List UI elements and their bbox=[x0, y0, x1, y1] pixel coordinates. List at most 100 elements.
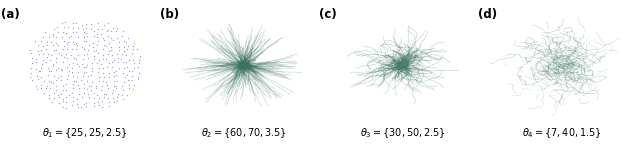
Point bbox=[113, 46, 124, 48]
Point bbox=[34, 53, 44, 55]
Point bbox=[67, 67, 77, 69]
Point bbox=[103, 35, 113, 38]
Point bbox=[34, 69, 44, 72]
Point bbox=[88, 50, 99, 52]
Point bbox=[31, 61, 41, 63]
Point bbox=[73, 54, 83, 56]
Point bbox=[44, 80, 54, 82]
Point bbox=[60, 21, 70, 24]
Point bbox=[98, 71, 108, 74]
Point bbox=[51, 36, 61, 38]
Point bbox=[61, 101, 71, 103]
Point bbox=[41, 48, 51, 50]
Point bbox=[98, 37, 108, 40]
Point bbox=[79, 92, 89, 95]
Point bbox=[67, 48, 77, 50]
Point bbox=[33, 44, 43, 46]
Point bbox=[26, 48, 36, 51]
Point bbox=[127, 70, 137, 72]
Point bbox=[104, 71, 115, 74]
Point bbox=[49, 92, 59, 94]
Point bbox=[114, 49, 124, 51]
Point bbox=[63, 74, 73, 76]
Point bbox=[79, 103, 89, 105]
Point bbox=[25, 76, 35, 78]
Point bbox=[79, 40, 89, 42]
Point bbox=[51, 85, 61, 87]
Point bbox=[93, 52, 104, 54]
Point bbox=[79, 87, 89, 89]
Point bbox=[60, 95, 70, 98]
Point bbox=[97, 100, 107, 102]
Point bbox=[102, 87, 113, 90]
Point bbox=[58, 31, 68, 34]
Point bbox=[93, 71, 103, 74]
Point bbox=[68, 96, 78, 99]
Point bbox=[63, 69, 74, 72]
Point bbox=[67, 92, 77, 94]
Point bbox=[104, 76, 114, 78]
Point bbox=[78, 75, 88, 77]
Point bbox=[118, 98, 128, 100]
Point bbox=[124, 87, 134, 89]
Point bbox=[112, 52, 122, 55]
Point bbox=[45, 54, 56, 56]
Point bbox=[112, 100, 122, 102]
Point bbox=[99, 24, 109, 26]
Point bbox=[127, 52, 138, 54]
Point bbox=[39, 92, 49, 94]
Point bbox=[128, 48, 138, 50]
Point bbox=[94, 59, 104, 61]
Point bbox=[63, 36, 74, 38]
Point bbox=[81, 65, 92, 68]
Point bbox=[83, 57, 93, 59]
Text: (c): (c) bbox=[319, 8, 337, 21]
Point bbox=[79, 72, 89, 74]
Point bbox=[88, 46, 98, 48]
Point bbox=[58, 106, 68, 108]
Point bbox=[113, 67, 124, 69]
Point bbox=[101, 81, 111, 83]
Point bbox=[81, 105, 92, 107]
Point bbox=[27, 79, 37, 81]
Point bbox=[92, 62, 102, 64]
Point bbox=[51, 69, 61, 71]
Point bbox=[109, 85, 119, 87]
Point bbox=[89, 55, 99, 57]
Point bbox=[59, 56, 69, 59]
Point bbox=[88, 102, 99, 104]
Point bbox=[58, 100, 68, 103]
Point bbox=[96, 63, 106, 65]
Point bbox=[91, 84, 101, 87]
Point bbox=[71, 79, 81, 82]
Point bbox=[112, 95, 122, 98]
Point bbox=[134, 61, 145, 64]
Point bbox=[86, 22, 97, 25]
Point bbox=[108, 27, 118, 29]
Point bbox=[61, 89, 71, 91]
Point bbox=[97, 106, 108, 108]
Point bbox=[132, 76, 143, 78]
Point bbox=[92, 33, 102, 35]
Point bbox=[129, 84, 139, 86]
Point bbox=[104, 105, 115, 107]
Point bbox=[82, 88, 92, 90]
Point bbox=[109, 75, 119, 78]
Point bbox=[58, 69, 68, 72]
Point bbox=[57, 36, 67, 38]
Point bbox=[74, 65, 84, 67]
Point bbox=[77, 24, 87, 27]
Point bbox=[89, 92, 99, 94]
Point bbox=[74, 87, 84, 89]
Point bbox=[35, 70, 45, 72]
Point bbox=[133, 78, 143, 80]
Point bbox=[49, 74, 59, 77]
Point bbox=[71, 22, 81, 24]
Point bbox=[113, 57, 124, 60]
Point bbox=[109, 71, 119, 73]
Point bbox=[47, 34, 58, 37]
Point bbox=[134, 71, 144, 74]
Point bbox=[62, 66, 72, 68]
Point bbox=[79, 31, 90, 34]
Point bbox=[99, 44, 109, 47]
